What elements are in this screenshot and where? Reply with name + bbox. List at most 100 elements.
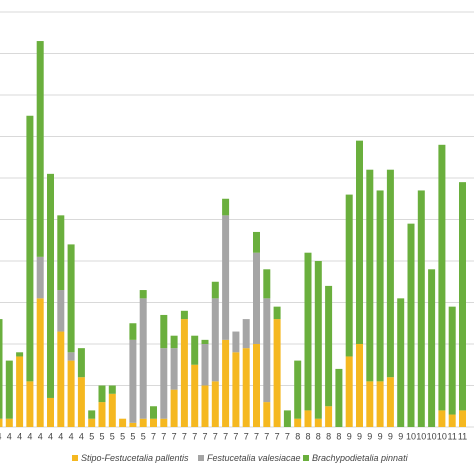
bar-segment: [201, 385, 209, 427]
bar-segment: [47, 173, 54, 398]
bar-segment: [77, 377, 85, 427]
x-tick-label: 4: [58, 431, 63, 441]
bar-segment: [160, 314, 168, 349]
bar-segment: [448, 306, 456, 415]
bar-segment: [160, 348, 168, 419]
x-tick-label: 8: [305, 431, 310, 441]
bar-segment: [119, 418, 127, 427]
bar-segment: [417, 190, 425, 427]
bar-segment: [438, 410, 446, 427]
bar-segment: [242, 319, 250, 349]
bar-segment: [459, 410, 466, 427]
bar-segment: [139, 298, 147, 419]
bar-segment: [356, 140, 363, 344]
x-tick-label: 4: [27, 431, 32, 441]
bar-segment: [191, 364, 199, 427]
bar-segment: [232, 352, 240, 427]
bar-segment: [36, 256, 44, 299]
x-tick-label: 10: [437, 431, 447, 441]
bar-segment: [36, 298, 44, 427]
x-tick-label: 11: [458, 431, 467, 441]
x-tick-label: 4: [38, 431, 43, 441]
bar-segment: [0, 319, 3, 419]
bar-segment: [263, 269, 271, 299]
bar-segment: [98, 385, 106, 403]
x-tick-label: 8: [316, 431, 321, 441]
bar-segment: [211, 281, 219, 299]
bar-segment: [129, 323, 137, 340]
bar-segment: [304, 410, 312, 427]
bar-segment: [294, 418, 302, 427]
bar-segment: [273, 306, 281, 320]
bar-segment: [222, 215, 230, 340]
bar-segment: [26, 115, 34, 382]
bar-segment: [325, 285, 333, 407]
bar-segment: [67, 352, 75, 361]
bar-segment: [129, 422, 137, 427]
x-tick-label: 9: [347, 431, 352, 441]
x-tick-label: 7: [151, 431, 156, 441]
x-tick-label: 10: [416, 431, 426, 441]
x-tick-label: 10: [427, 431, 437, 441]
x-tick-label: 5: [99, 431, 104, 441]
x-tick-label: 9: [398, 431, 403, 441]
bar-segment: [386, 169, 394, 378]
bar-segment: [263, 402, 271, 427]
bar-segment: [232, 331, 240, 353]
bar-segment: [356, 344, 363, 427]
legend-label: Brachypodietalia pinnati: [312, 453, 409, 463]
bar-segment: [438, 144, 446, 411]
x-tick-label: 7: [213, 431, 218, 441]
bar-segment: [366, 169, 374, 382]
bar-segment: [139, 290, 147, 299]
x-tick-label: 9: [378, 431, 383, 441]
x-tick-label: 8: [326, 431, 331, 441]
bar-segment: [170, 348, 178, 390]
x-tick-label: 5: [120, 431, 125, 441]
bar-segment: [211, 381, 219, 427]
bar-segment: [191, 335, 199, 365]
bar-segment: [253, 231, 260, 253]
bar-segment: [150, 418, 157, 427]
bar-segment: [16, 356, 24, 427]
bar-segment: [88, 410, 96, 419]
bar-segment: [57, 290, 65, 332]
legend-swatch: [198, 455, 204, 461]
x-tick-label: 4: [0, 431, 2, 441]
bar-segment: [222, 339, 230, 427]
bar-segment: [108, 393, 116, 427]
legend-swatch: [72, 455, 78, 461]
bar-segment: [201, 339, 209, 344]
x-tick-label: 7: [233, 431, 238, 441]
bar-segment: [5, 418, 13, 427]
bar-segment: [376, 381, 384, 427]
bar-segment: [160, 418, 168, 427]
x-tick-label: 9: [367, 431, 372, 441]
bar-segment: [67, 244, 75, 353]
x-tick-label: 7: [244, 431, 249, 441]
bar-segment: [407, 223, 415, 427]
x-tick-label: 7: [172, 431, 177, 441]
bar-segment: [345, 356, 353, 427]
x-tick-label: 7: [254, 431, 259, 441]
legend-swatch: [303, 455, 309, 461]
bar-segment: [67, 360, 75, 427]
bar-segment: [5, 360, 13, 419]
x-tick-label: 5: [130, 431, 135, 441]
x-tick-label: 7: [275, 431, 280, 441]
x-tick-label: 9: [357, 431, 362, 441]
legend-label: Stipo-Festucetalia pallentis: [81, 453, 189, 463]
bar-segment: [180, 319, 188, 427]
x-tick-label: 5: [141, 431, 146, 441]
x-tick-label: 4: [7, 431, 12, 441]
bar-segment: [428, 269, 436, 427]
bar-segment: [397, 298, 405, 427]
x-tick-label: 4: [17, 431, 22, 441]
bar-segment: [283, 410, 291, 427]
x-tick-label: 4: [79, 431, 84, 441]
bar-segment: [57, 331, 65, 427]
bar-segment: [253, 344, 260, 427]
legend-label: Festucetalia valesiacae: [207, 453, 301, 463]
x-tick-label: 7: [182, 431, 187, 441]
bar-segment: [459, 182, 466, 411]
